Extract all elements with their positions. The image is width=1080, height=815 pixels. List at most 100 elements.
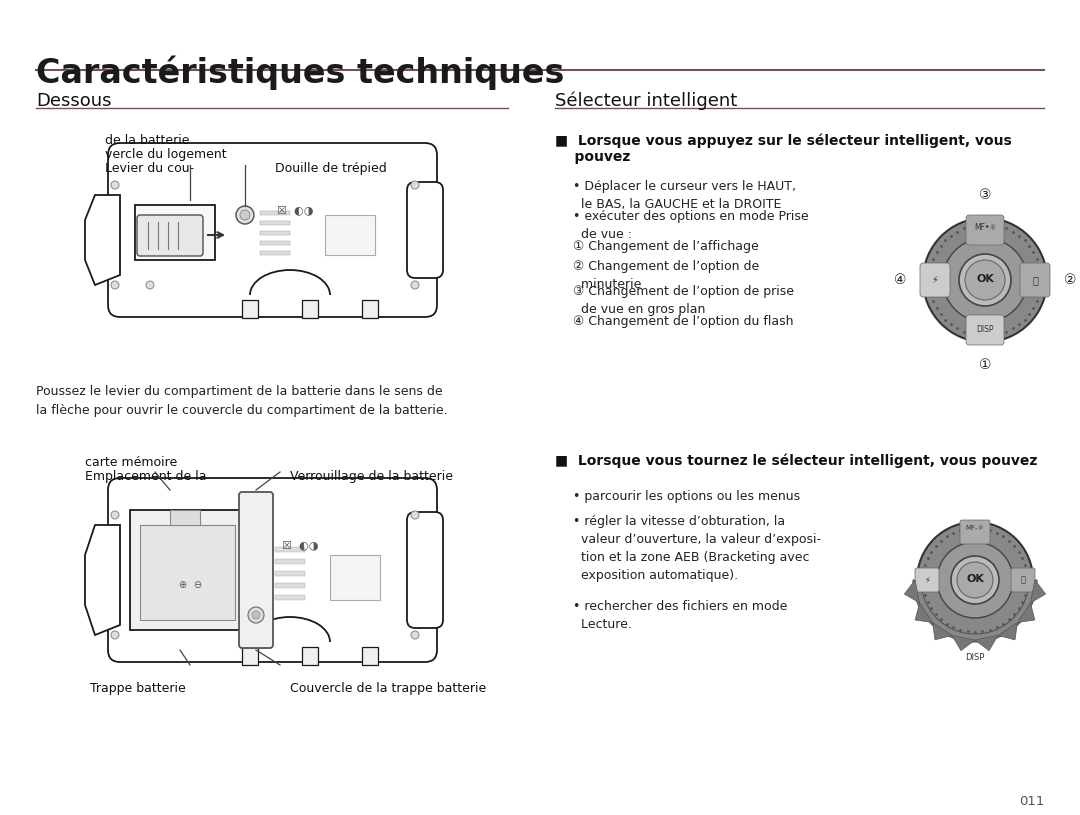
Bar <box>275 547 305 552</box>
Text: ☒  ◐◑: ☒ ◐◑ <box>276 205 313 215</box>
Text: carte mémoire: carte mémoire <box>85 456 177 469</box>
Circle shape <box>937 542 1013 618</box>
Circle shape <box>146 281 154 289</box>
Text: ☒  ◐◑: ☒ ◐◑ <box>282 540 319 550</box>
Circle shape <box>240 210 249 220</box>
Text: • Déplacer le curseur vers le HAUT,
  le BAS, la GAUCHE et la DROITE: • Déplacer le curseur vers le HAUT, le B… <box>573 180 796 211</box>
Text: Poussez le levier du compartiment de la batterie dans le sens de
la flèche pour : Poussez le levier du compartiment de la … <box>36 385 447 417</box>
Text: Sélecteur intelligent: Sélecteur intelligent <box>555 92 738 111</box>
Text: Douille de trépied: Douille de trépied <box>275 162 387 175</box>
Text: DISP: DISP <box>976 325 994 334</box>
Circle shape <box>966 260 1005 300</box>
Circle shape <box>917 522 1032 638</box>
FancyBboxPatch shape <box>407 182 443 278</box>
Text: de la batterie: de la batterie <box>105 134 189 147</box>
FancyBboxPatch shape <box>920 263 950 297</box>
Text: • régler la vitesse d’obturation, la
  valeur d’ouverture, la valeur d’exposi-
 : • régler la vitesse d’obturation, la val… <box>573 515 821 582</box>
Text: ■  Lorsque vous tournez le sélecteur intelligent, vous pouvez: ■ Lorsque vous tournez le sélecteur inte… <box>555 453 1038 468</box>
Bar <box>130 510 245 630</box>
Text: ⌛: ⌛ <box>1032 275 1038 285</box>
Text: 011: 011 <box>1018 795 1044 808</box>
Text: vercle du logement: vercle du logement <box>105 148 227 161</box>
FancyBboxPatch shape <box>108 478 437 662</box>
Circle shape <box>411 181 419 189</box>
Text: Couvercle de la trappe batterie: Couvercle de la trappe batterie <box>291 682 486 695</box>
Bar <box>275 559 305 564</box>
Text: OK: OK <box>967 574 984 584</box>
Text: Verrouillage de la batterie: Verrouillage de la batterie <box>291 470 453 483</box>
Polygon shape <box>904 580 919 603</box>
Circle shape <box>111 281 119 289</box>
Polygon shape <box>85 525 120 635</box>
FancyBboxPatch shape <box>966 215 1004 245</box>
Bar <box>275 571 305 576</box>
Text: ① Changement de l’affichage: ① Changement de l’affichage <box>573 240 759 253</box>
Circle shape <box>943 238 1027 322</box>
Text: ⌛: ⌛ <box>1021 575 1026 584</box>
Circle shape <box>923 218 1047 342</box>
Circle shape <box>111 181 119 189</box>
Bar <box>302 300 318 318</box>
Wedge shape <box>913 580 1037 642</box>
Bar <box>242 647 258 665</box>
Text: ② Changement de l’option de
  minuterie: ② Changement de l’option de minuterie <box>573 260 759 291</box>
FancyBboxPatch shape <box>1011 568 1035 592</box>
Text: • parcourir les options ou les menus: • parcourir les options ou les menus <box>573 490 800 503</box>
Circle shape <box>411 511 419 519</box>
Bar <box>302 647 318 665</box>
Text: ⊕: ⊕ <box>178 580 186 590</box>
Bar <box>170 510 200 525</box>
Polygon shape <box>1017 603 1035 623</box>
Text: ④ Changement de l’option du flash: ④ Changement de l’option du flash <box>573 315 794 328</box>
Bar <box>260 251 291 255</box>
FancyBboxPatch shape <box>407 512 443 628</box>
FancyBboxPatch shape <box>137 215 203 256</box>
Circle shape <box>959 254 1011 306</box>
Text: ⚡: ⚡ <box>924 575 930 584</box>
Polygon shape <box>1030 580 1045 603</box>
Bar <box>260 231 291 235</box>
Text: ⊖: ⊖ <box>193 580 201 590</box>
Text: MF-☼: MF-☼ <box>966 525 984 531</box>
Bar <box>275 583 305 588</box>
Text: Caractéristiques techniques: Caractéristiques techniques <box>36 55 565 90</box>
Bar <box>260 241 291 245</box>
Circle shape <box>951 556 999 604</box>
Bar <box>140 525 235 620</box>
FancyBboxPatch shape <box>1020 263 1050 297</box>
Circle shape <box>248 607 264 623</box>
Text: Trappe batterie: Trappe batterie <box>90 682 186 695</box>
Text: ③: ③ <box>978 188 991 202</box>
Circle shape <box>957 562 993 598</box>
Text: ■  Lorsque vous appuyez sur le sélecteur intelligent, vous: ■ Lorsque vous appuyez sur le sélecteur … <box>555 133 1012 148</box>
Circle shape <box>111 631 119 639</box>
Bar <box>260 221 291 225</box>
FancyBboxPatch shape <box>960 520 990 544</box>
Bar <box>330 555 380 600</box>
Text: • rechercher des fichiers en mode
  Lecture.: • rechercher des fichiers en mode Lectur… <box>573 600 787 631</box>
Polygon shape <box>998 623 1017 640</box>
Text: Emplacement de la: Emplacement de la <box>85 470 206 483</box>
Polygon shape <box>975 636 998 650</box>
Bar <box>325 215 375 255</box>
Text: MF•☼: MF•☼ <box>974 222 996 231</box>
Bar <box>260 211 291 215</box>
FancyBboxPatch shape <box>966 315 1004 345</box>
Circle shape <box>411 281 419 289</box>
Circle shape <box>111 511 119 519</box>
FancyBboxPatch shape <box>915 568 939 592</box>
Polygon shape <box>932 623 953 640</box>
FancyBboxPatch shape <box>108 143 437 317</box>
Bar <box>362 300 378 318</box>
Text: OK: OK <box>976 274 994 284</box>
Polygon shape <box>953 636 975 650</box>
Text: ①: ① <box>978 358 991 372</box>
Polygon shape <box>915 603 932 623</box>
Bar <box>135 205 215 260</box>
Text: ⚡: ⚡ <box>932 275 939 285</box>
Circle shape <box>252 611 260 619</box>
Text: ③ Changement de l’option de prise
  de vue en gros plan: ③ Changement de l’option de prise de vue… <box>573 285 794 316</box>
Text: ②: ② <box>1064 273 1077 287</box>
Bar <box>362 647 378 665</box>
Text: • exécuter des options en mode Prise
  de vue :: • exécuter des options en mode Prise de … <box>573 210 809 241</box>
